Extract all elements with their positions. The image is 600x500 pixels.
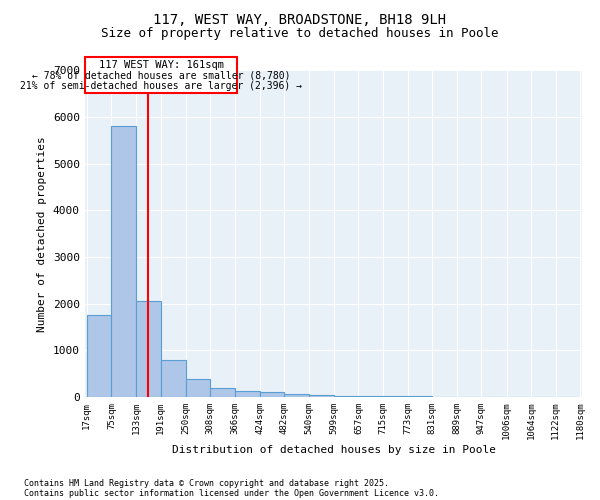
Text: Size of property relative to detached houses in Poole: Size of property relative to detached ho…	[101, 28, 499, 40]
Bar	[334, 396, 358, 397]
Bar	[383, 396, 407, 397]
Text: 21% of semi-detached houses are larger (2,396) →: 21% of semi-detached houses are larger (…	[20, 82, 302, 92]
Bar	[136, 302, 161, 397]
Bar	[112, 126, 136, 397]
Bar	[358, 396, 383, 397]
Bar	[185, 379, 210, 397]
Text: 117, WEST WAY, BROADSTONE, BH18 9LH: 117, WEST WAY, BROADSTONE, BH18 9LH	[154, 12, 446, 26]
X-axis label: Distribution of detached houses by size in Poole: Distribution of detached houses by size …	[172, 445, 496, 455]
Text: 117 WEST WAY: 161sqm: 117 WEST WAY: 161sqm	[98, 60, 224, 70]
Y-axis label: Number of detached properties: Number of detached properties	[37, 136, 47, 332]
FancyBboxPatch shape	[85, 58, 236, 93]
Text: Contains HM Land Registry data © Crown copyright and database right 2025.: Contains HM Land Registry data © Crown c…	[24, 478, 389, 488]
Bar	[161, 360, 185, 397]
Text: Contains public sector information licensed under the Open Government Licence v3: Contains public sector information licen…	[24, 488, 439, 498]
Bar	[210, 388, 235, 397]
Bar	[284, 394, 309, 397]
Bar	[260, 392, 284, 397]
Bar	[235, 392, 260, 397]
Bar	[87, 316, 112, 397]
Text: ← 78% of detached houses are smaller (8,780): ← 78% of detached houses are smaller (8,…	[32, 70, 290, 80]
Bar	[309, 394, 334, 397]
